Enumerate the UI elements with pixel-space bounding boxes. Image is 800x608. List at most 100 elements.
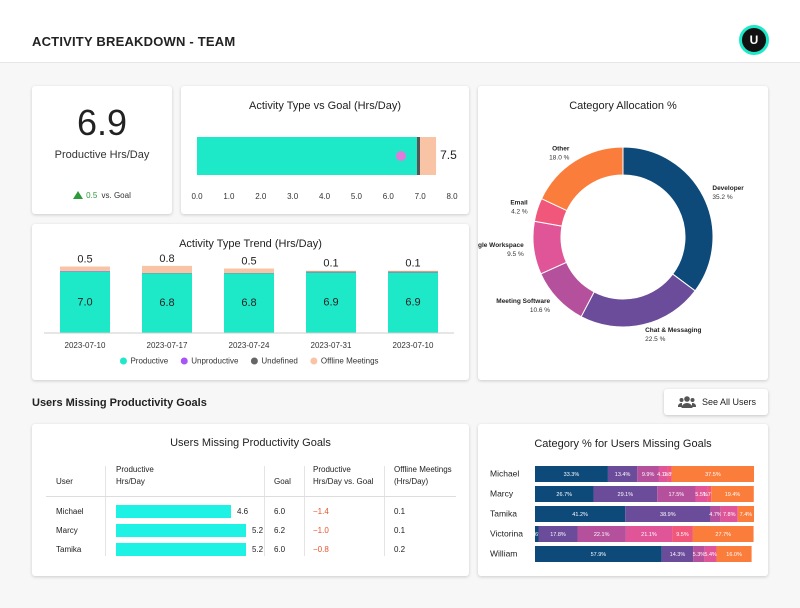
slice-value: 35.2 % bbox=[712, 194, 732, 201]
data-label: 5.3% bbox=[693, 552, 706, 558]
cell-productive: 5.2 bbox=[252, 526, 264, 535]
x-tick-label: 2023-07-10 bbox=[393, 341, 434, 350]
legend-swatch bbox=[250, 357, 258, 365]
bar-segment bbox=[661, 546, 694, 562]
column-divider bbox=[264, 466, 265, 556]
chart-title: Activity Type Trend (Hrs/Day) bbox=[179, 238, 322, 250]
y-tick-label: Victorina bbox=[490, 528, 523, 538]
bar-segment bbox=[607, 466, 638, 482]
users-icon bbox=[678, 396, 696, 408]
bar-segment bbox=[60, 271, 110, 333]
x-tick-label: 2023-07-10 bbox=[65, 341, 106, 350]
y-tick-label: Tamika bbox=[490, 508, 517, 518]
legend-label: Productive bbox=[130, 357, 168, 366]
page-title: ACTIVITY BREAKDOWN - TEAM bbox=[32, 34, 236, 49]
data-label: 29.1% bbox=[618, 492, 634, 498]
bar-segment bbox=[704, 546, 717, 562]
table-card: Users Missing Productivity Goals User Pr… bbox=[32, 424, 469, 576]
data-label: 9.9% bbox=[642, 472, 655, 478]
bar-segment bbox=[692, 526, 754, 542]
data-label: 38.9% bbox=[660, 512, 676, 518]
delta-text: vs. Goal bbox=[101, 191, 131, 200]
kpi-label: Productive Hrs/Day bbox=[54, 149, 150, 161]
column-header: Goal bbox=[274, 477, 291, 486]
bar-segment bbox=[306, 272, 356, 333]
kpi-card: 6.9 Productive Hrs/Day 0.5 vs. Goal bbox=[32, 86, 172, 214]
cell-diff: −1.4 bbox=[313, 507, 329, 516]
donut-slice bbox=[540, 146, 624, 212]
cell-diff: −0.8 bbox=[313, 545, 329, 554]
data-label: 6.8 bbox=[159, 297, 174, 309]
cell-productive: 5.2 bbox=[252, 545, 264, 554]
bar-segment bbox=[388, 270, 438, 272]
cell-diff: −1.0 bbox=[313, 526, 329, 535]
data-label: 1.6% bbox=[530, 532, 543, 538]
cell-offline: 0.1 bbox=[394, 507, 406, 516]
slice-label: Email bbox=[510, 199, 528, 206]
bar-segment bbox=[658, 466, 668, 482]
data-label: 9.5% bbox=[676, 532, 689, 538]
bar-segment bbox=[695, 486, 708, 502]
bar-segment bbox=[711, 486, 754, 502]
x-tick-label: 2.0 bbox=[255, 192, 267, 201]
bar-segment bbox=[224, 268, 274, 273]
user-avatar[interactable]: U bbox=[739, 25, 769, 55]
x-tick-label: 6.0 bbox=[383, 192, 395, 201]
x-tick-label: 8.0 bbox=[446, 192, 458, 201]
chart-card: Activity Type Trend (Hrs/Day) 2023-07-10 7… bbox=[32, 224, 469, 380]
slice-label: Google Workspace bbox=[478, 242, 524, 249]
cell-user: Tamika bbox=[56, 545, 82, 554]
data-label: 0.5 bbox=[77, 253, 92, 265]
column-header: User bbox=[56, 477, 73, 486]
x-tick-label: 2023-07-24 bbox=[229, 341, 270, 350]
bar-segment bbox=[672, 526, 693, 542]
column-divider bbox=[304, 466, 305, 556]
data-label: 19.4% bbox=[725, 492, 741, 498]
bar-segment bbox=[657, 486, 696, 502]
bar-segment bbox=[625, 526, 673, 542]
data-label: 7.8% bbox=[723, 512, 736, 518]
slice-label: Developer bbox=[712, 185, 744, 192]
legend-label: Offline Meetings bbox=[321, 357, 379, 366]
data-label: 33.3% bbox=[564, 472, 580, 478]
cell-productive: 4.6 bbox=[237, 507, 249, 516]
data-label: 41.2% bbox=[572, 512, 588, 518]
kpi-value: 6.9 bbox=[76, 102, 128, 143]
x-tick-label: 4.0 bbox=[319, 192, 331, 201]
chart-card: Activity Type vs Goal (Hrs/Day) 7.5 0.0 1.0… bbox=[181, 86, 469, 214]
data-label: 17.5% bbox=[669, 492, 685, 498]
header-divider bbox=[46, 496, 456, 497]
data-label: 5.5% bbox=[695, 492, 708, 498]
delta-value: 0.5 bbox=[86, 191, 98, 200]
data-label: 1.8% bbox=[664, 472, 677, 478]
x-tick-label: 3.0 bbox=[287, 192, 299, 201]
data-label: 21.1% bbox=[641, 532, 657, 538]
slice-label: Meeting Software bbox=[496, 298, 550, 305]
slice-value: 22.5 % bbox=[645, 336, 665, 343]
data-label: 6.8 bbox=[241, 297, 256, 309]
header: ACTIVITY BREAKDOWN - TEAM U bbox=[0, 0, 800, 63]
see-all-users-button[interactable]: See All Users bbox=[664, 389, 768, 415]
chart: Activity Type vs Goal (Hrs/Day) 7.5 0.0 1.0… bbox=[191, 100, 458, 201]
data-label: 4.1% bbox=[657, 472, 670, 478]
data-label: 22.1% bbox=[594, 532, 610, 538]
slice-value: 18.0 % bbox=[549, 154, 569, 161]
bar-segment bbox=[710, 506, 721, 522]
table-bar bbox=[116, 524, 246, 537]
up-arrow bbox=[73, 191, 84, 199]
x-tick-label: 2023-07-17 bbox=[147, 341, 188, 350]
x-tick-label: 5.0 bbox=[351, 192, 363, 201]
column-header: Productive Hrs/Day vs. Goal bbox=[313, 465, 374, 486]
slice-value: 9.5 % bbox=[507, 251, 524, 258]
bar-segment bbox=[60, 266, 110, 271]
bar-segment bbox=[416, 137, 421, 175]
bar-segment bbox=[224, 273, 274, 333]
y-tick-label: Marcy bbox=[490, 488, 514, 498]
bar-segment bbox=[625, 506, 711, 522]
total-label: 7.5 bbox=[440, 148, 457, 162]
cell-offline: 0.1 bbox=[394, 526, 406, 535]
y-tick-label: Michael bbox=[490, 468, 519, 478]
chart: Activity Type Trend (Hrs/Day) 2023-07-10 7… bbox=[44, 238, 454, 366]
bar-segment bbox=[707, 486, 712, 502]
legend: Productive Unproductive Undefined Offline M… bbox=[119, 357, 379, 366]
